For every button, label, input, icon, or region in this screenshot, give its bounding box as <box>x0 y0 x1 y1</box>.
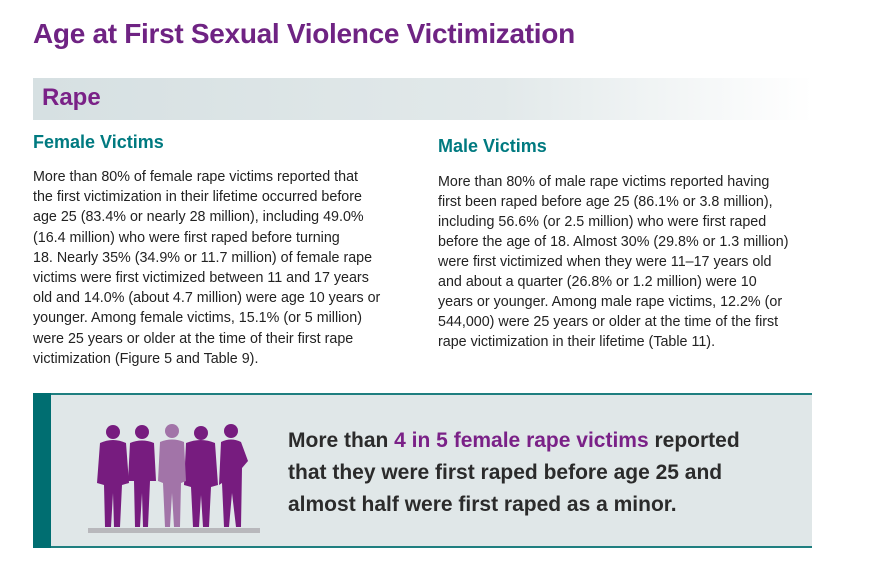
male-heading: Male Victims <box>438 136 547 156</box>
male-paragraph-line: rape victimization in their lifetime (Ta… <box>438 334 716 350</box>
female-paragraph: More than 80% of female rape victims rep… <box>33 167 380 369</box>
female-paragraph-line: 18. Nearly 35% (34.9% or 11.7 million) o… <box>33 249 373 266</box>
callout-text-pre: More than <box>288 429 395 452</box>
callout-line-2: that they were first raped before age 25… <box>288 461 723 484</box>
female-paragraph-line: old and 14.0% (about 4.7 million) were a… <box>33 290 381 307</box>
male-paragraph-line: were first victimized when they were 11–… <box>438 254 772 270</box>
women-silhouettes-icon <box>97 424 248 527</box>
female-paragraph-line: younger. Among female victims, 15.1% (or… <box>33 310 362 327</box>
male-paragraph-line: first been raped before age 25 (86.1% or… <box>438 194 773 210</box>
female-paragraph-line: the first victimization in their lifetim… <box>33 189 362 206</box>
female-paragraph-line: victimization (Figure 5 and Table 9). <box>33 350 259 367</box>
page-title: Age at First Sexual Violence Victimizati… <box>33 18 575 49</box>
female-heading: Female Victims <box>33 132 164 152</box>
male-paragraph-line: years or younger. Among male rape victim… <box>438 294 783 310</box>
female-paragraph-line: More than 80% of female rape victims rep… <box>33 169 359 185</box>
callout-text: More than 4 in 5 female rape victims rep… <box>288 425 740 521</box>
female-paragraph-line: age 25 (83.4% or nearly 28 million), inc… <box>33 209 364 226</box>
male-paragraph-line: More than 80% of male rape victims repor… <box>438 174 770 190</box>
callout-text-post: reported <box>648 429 740 452</box>
male-paragraph-line: and about a quarter (26.8% or 1.2 millio… <box>438 274 757 290</box>
male-paragraph-line: including 56.6% (or 2.5 million) who wer… <box>438 214 767 230</box>
male-paragraph: More than 80% of male rape victims repor… <box>438 172 788 352</box>
callout-highlight: 4 in 5 female rape victims <box>394 429 649 452</box>
male-paragraph-line: before the age of 18. Almost 30% (29.8% … <box>438 234 789 250</box>
female-paragraph-line: (16.4 million) who were first raped befo… <box>33 229 340 246</box>
male-paragraph-line: 544,000) were 25 years or older at the t… <box>438 314 779 330</box>
female-paragraph-line: victims were first victimized between 11… <box>33 270 369 287</box>
callout-box: More than 4 in 5 female rape victims rep… <box>33 393 812 548</box>
callout-line-3: almost half were first raped as a minor. <box>288 493 677 516</box>
callout-accent-bar <box>33 393 51 548</box>
section-title: Rape <box>42 84 101 111</box>
ground-line <box>88 528 260 533</box>
female-paragraph-line: were 25 years or older at the time of th… <box>33 330 354 347</box>
section-header: Rape <box>33 78 813 120</box>
